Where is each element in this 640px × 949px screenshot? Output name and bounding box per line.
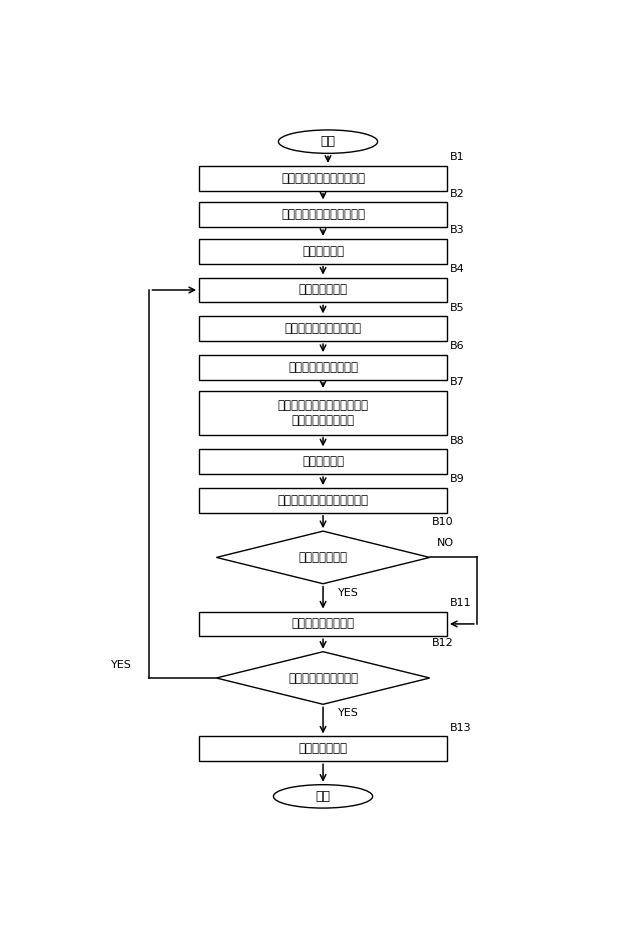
Text: YES: YES bbox=[338, 708, 359, 718]
Text: B2: B2 bbox=[449, 189, 464, 198]
Text: 赤外線を検出: 赤外線を検出 bbox=[302, 245, 344, 258]
Text: 未選択の画素がある？: 未選択の画素がある？ bbox=[288, 672, 358, 684]
Text: 開始: 開始 bbox=[321, 135, 335, 148]
FancyBboxPatch shape bbox=[199, 277, 447, 303]
FancyBboxPatch shape bbox=[199, 449, 447, 474]
Text: 注目画素を選択: 注目画素を選択 bbox=[298, 284, 348, 296]
Text: B4: B4 bbox=[449, 264, 464, 274]
FancyBboxPatch shape bbox=[199, 239, 447, 264]
Polygon shape bbox=[216, 531, 429, 584]
Text: ＦＰＮを算出: ＦＰＮを算出 bbox=[302, 456, 344, 468]
Text: B6: B6 bbox=[449, 342, 464, 351]
Text: B8: B8 bbox=[449, 436, 464, 446]
FancyBboxPatch shape bbox=[199, 488, 447, 512]
Text: B5: B5 bbox=[449, 303, 464, 312]
Text: B12: B12 bbox=[432, 638, 454, 648]
Ellipse shape bbox=[273, 785, 372, 809]
Text: B11: B11 bbox=[449, 598, 471, 608]
Ellipse shape bbox=[278, 130, 378, 154]
Text: B9: B9 bbox=[449, 474, 464, 484]
Text: ＦＰＮの平均値を算出: ＦＰＮの平均値を算出 bbox=[288, 361, 358, 374]
FancyBboxPatch shape bbox=[199, 736, 447, 761]
FancyBboxPatch shape bbox=[199, 355, 447, 380]
Text: B1: B1 bbox=[449, 152, 464, 162]
FancyBboxPatch shape bbox=[199, 316, 447, 341]
Text: B3: B3 bbox=[449, 225, 464, 235]
Text: 終了: 終了 bbox=[316, 790, 330, 803]
FancyBboxPatch shape bbox=[199, 611, 447, 637]
Text: B13: B13 bbox=[449, 723, 471, 733]
FancyBboxPatch shape bbox=[199, 202, 447, 227]
Text: NO: NO bbox=[437, 538, 454, 548]
FancyBboxPatch shape bbox=[199, 166, 447, 191]
Text: YES: YES bbox=[338, 587, 359, 598]
Text: 更新前のＦＰＮとの差を算出: 更新前のＦＰＮとの差を算出 bbox=[278, 493, 369, 507]
Text: ＦＰＮデータを更新: ＦＰＮデータを更新 bbox=[292, 618, 355, 630]
Text: YES: YES bbox=[111, 660, 132, 670]
Text: ＦＰＮデータの更新へ移行: ＦＰＮデータの更新へ移行 bbox=[281, 172, 365, 185]
Polygon shape bbox=[216, 652, 429, 704]
Text: 検出信号の平均値を算出: 検出信号の平均値を算出 bbox=[285, 323, 362, 335]
Text: 通常撮像へ移行: 通常撮像へ移行 bbox=[298, 742, 348, 755]
Text: 検出信号の平均値とＦＰＮの
平均値との差を計算: 検出信号の平均値とＦＰＮの 平均値との差を計算 bbox=[278, 399, 369, 427]
FancyBboxPatch shape bbox=[199, 391, 447, 435]
Text: B7: B7 bbox=[449, 377, 464, 387]
Text: B10: B10 bbox=[432, 517, 454, 528]
Text: 光学系を非合焦状態に制御: 光学系を非合焦状態に制御 bbox=[281, 208, 365, 221]
Text: しきい値以内？: しきい値以内？ bbox=[298, 551, 348, 564]
